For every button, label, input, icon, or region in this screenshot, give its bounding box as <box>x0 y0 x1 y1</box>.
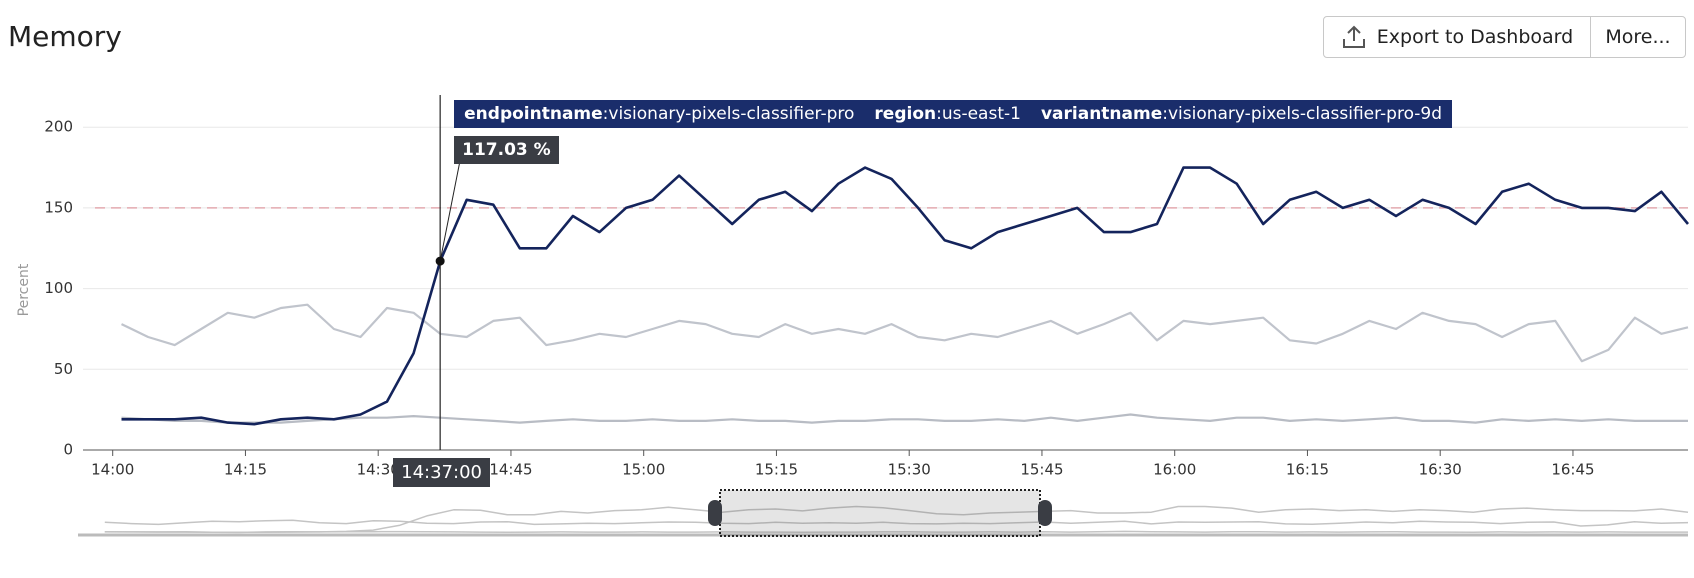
x-tick-label: 14:45 <box>489 461 532 479</box>
series-line <box>104 519 1689 527</box>
x-tick-label: 15:00 <box>622 461 665 479</box>
export-icon <box>1342 25 1365 48</box>
series-line <box>121 303 1689 363</box>
more-label: More... <box>1605 26 1671 48</box>
x-tick-label: 16:30 <box>1419 461 1462 479</box>
x-tick-label: 15:45 <box>1020 461 1063 479</box>
y-tick-label: 50 <box>54 360 73 378</box>
series-line <box>121 413 1688 424</box>
export-button[interactable]: Export to Dashboard <box>1323 16 1591 58</box>
tooltip-leader <box>439 159 461 262</box>
tag-key: variantname <box>1040 104 1163 124</box>
y-tick-label: 100 <box>44 279 73 297</box>
tooltip-time: 14:37:00 <box>393 458 490 487</box>
navigator-handle <box>1038 500 1052 526</box>
y-axis-label: Percent <box>16 263 32 316</box>
tag-key: region <box>874 104 937 124</box>
x-tick-label: 15:15 <box>755 461 798 479</box>
y-tick-label: 0 <box>63 441 73 459</box>
more-button[interactable]: More... <box>1590 16 1686 58</box>
x-tick-label: 15:30 <box>888 461 931 479</box>
series-line <box>121 166 1690 426</box>
export-label: Export to Dashboard <box>1376 26 1574 48</box>
hover-point <box>435 256 445 266</box>
y-tick-label: 200 <box>44 118 73 136</box>
tooltip-value: 117.03 % <box>454 136 559 164</box>
x-tick-label: 14:30 <box>357 461 400 479</box>
tag-value: :visionary-pixels-classifier-pro-9d <box>1162 104 1443 124</box>
x-tick-label: 16:15 <box>1286 461 1329 479</box>
navigator-handle <box>708 500 722 526</box>
tag-value: :visionary-pixels-classifier-pro <box>602 104 855 124</box>
tag-value: :us-east-1 <box>936 104 1021 124</box>
x-tick-label: 16:45 <box>1551 461 1594 479</box>
x-tick-label: 16:00 <box>1153 461 1196 479</box>
series-line <box>104 530 1688 533</box>
x-tick-label: 14:00 <box>91 461 134 479</box>
chart-title: Memory <box>8 20 122 53</box>
y-tick-label: 150 <box>44 198 73 216</box>
navigator-selection <box>719 489 1041 537</box>
tag-key: endpointname <box>464 104 603 124</box>
tooltip-tags: endpointname:visionary-pixels-classifier… <box>454 100 1453 128</box>
x-tick-label: 14:15 <box>224 461 267 479</box>
series-line <box>104 505 1689 534</box>
